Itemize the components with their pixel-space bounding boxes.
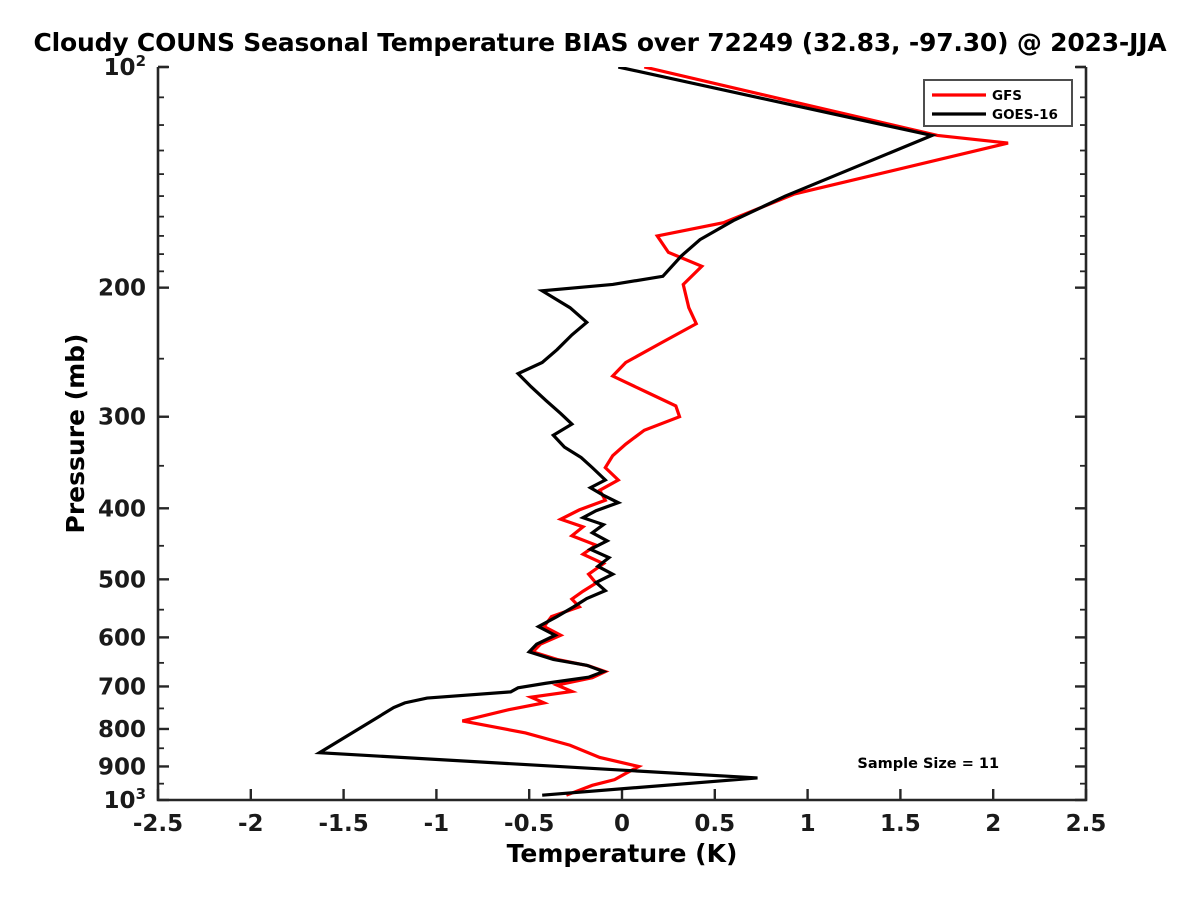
y-tick-label: 300 [98,405,146,431]
y-tick-label: 102 [104,52,146,81]
x-tick-label: 1 [800,811,816,837]
y-tick-label: 800 [98,717,146,743]
x-tick-label: 1.5 [880,811,921,837]
x-axis-title: Temperature (K) [507,839,738,868]
x-tick-label: -0.5 [504,811,554,837]
x-tick-label: 2.5 [1066,811,1107,837]
legend-box [923,79,1073,127]
y-tick-label: 900 [98,754,146,780]
sample-size-text: Sample Size = 11 [857,756,999,772]
x-tick-label: 2 [985,811,1001,837]
y-tick-label: 700 [98,674,146,700]
plot-frame [156,67,1088,802]
x-tick-label: -2.5 [133,811,183,837]
y-tick-label: 500 [98,567,146,593]
series-line-goes-16 [314,67,938,797]
sample-size-annotation: Sample Size = 11 [857,756,999,772]
y-tick-label: 400 [98,496,146,522]
series-line-gfs [462,67,1009,797]
axes-group [156,65,1088,802]
x-tick-label: 0.5 [694,811,735,837]
legend-label-goes-16: GOES-16 [992,107,1058,123]
legend[interactable]: GFS GOES-16 [923,79,1073,127]
y-tick-label: 103 [104,785,146,814]
page-title: Cloudy COUNS Seasonal Temperature BIAS o… [33,28,1167,57]
y-axis-title: Pressure (mb) [61,334,90,534]
y-tick-label: 600 [98,625,146,651]
x-tick-label: 0 [614,811,630,837]
data-series-group [314,67,1009,797]
y-tick-label: 200 [98,276,146,302]
legend-label-gfs: GFS [992,88,1022,104]
axis-labels-group: -2.5 -2 -1.5 -1 -0.5 0 0.5 1 1.5 2 2.5 102 200 300 400… [61,52,1106,868]
x-tick-label: -2 [238,811,264,837]
x-tick-label: -1 [424,811,450,837]
x-tick-label: -1.5 [318,811,368,837]
